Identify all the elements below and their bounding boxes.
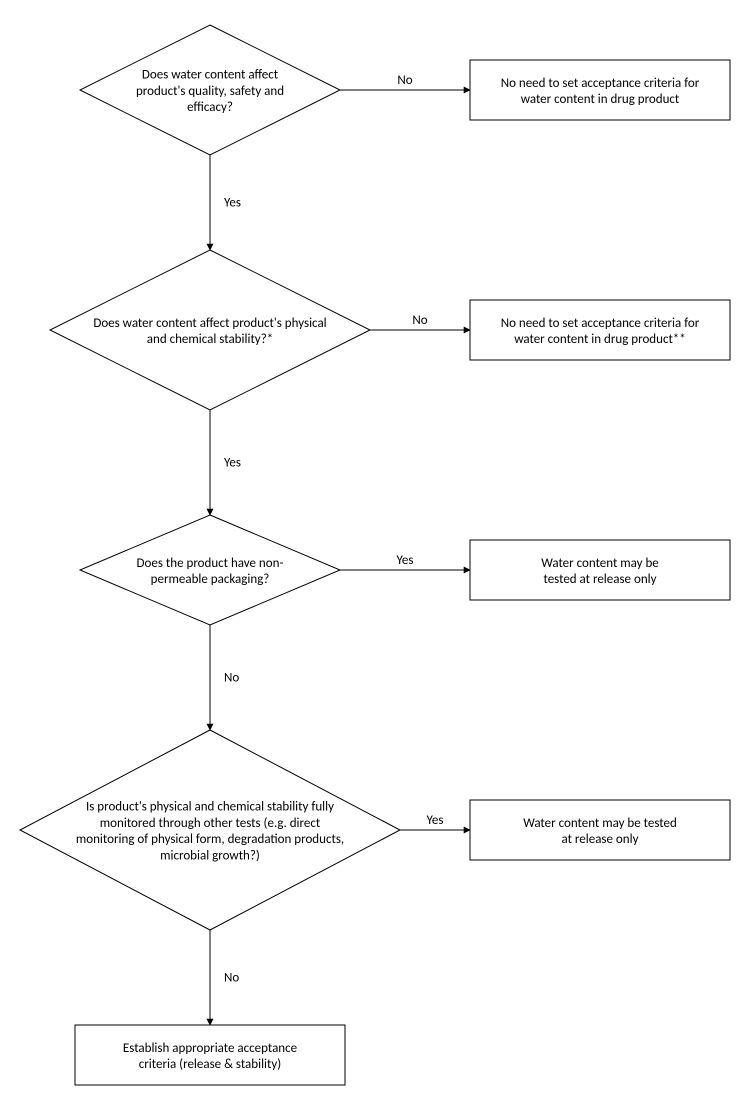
process-r4: Water content may be testedat release on… bbox=[470, 800, 730, 860]
node-text: Does water content affect product's phys… bbox=[93, 316, 326, 331]
node-text: tested at release only bbox=[543, 572, 656, 587]
node-text: Does water content affect bbox=[142, 68, 279, 83]
node-text: Is product's physical and chemical stabi… bbox=[86, 800, 334, 815]
edge-label: No bbox=[397, 73, 412, 88]
node-text: Establish appropriate acceptance bbox=[123, 1041, 297, 1056]
edge-label: Yes bbox=[224, 456, 241, 471]
edge-label: Yes bbox=[224, 196, 241, 211]
decision-d3: Does the product have non-permeable pack… bbox=[80, 515, 340, 625]
node-text: Water content may be tested bbox=[523, 816, 677, 831]
node-text: water content in drug product** bbox=[514, 332, 686, 347]
node-text: efficacy? bbox=[187, 100, 233, 115]
node-text: Does the product have non- bbox=[137, 556, 284, 571]
node-text: permeable packaging? bbox=[151, 572, 270, 587]
node-text: product's quality, safety and bbox=[136, 84, 284, 99]
decision-d1: Does water content affectproduct's quali… bbox=[80, 25, 340, 155]
node-text: water content in drug product bbox=[521, 92, 680, 107]
process-r3: Water content may betested at release on… bbox=[470, 540, 730, 600]
node-text: Water content may be bbox=[541, 556, 659, 571]
decision-d4: Is product's physical and chemical stabi… bbox=[20, 730, 400, 930]
edge-label: No bbox=[224, 971, 239, 986]
edge-label: No bbox=[412, 313, 427, 328]
flowchart-canvas: Does water content affectproduct's quali… bbox=[0, 0, 750, 1111]
process-r5: Establish appropriate acceptancecriteria… bbox=[75, 1025, 345, 1085]
decision-d2: Does water content affect product's phys… bbox=[50, 250, 370, 410]
node-text: microbial growth?) bbox=[160, 848, 260, 863]
edge-label: Yes bbox=[427, 813, 444, 828]
edge-label: Yes bbox=[397, 553, 414, 568]
node-text: monitored through other tests (e.g. dire… bbox=[100, 816, 321, 831]
node-text: criteria (release & stability) bbox=[139, 1057, 281, 1072]
node-text: at release only bbox=[562, 832, 639, 847]
edge-label: No bbox=[224, 671, 239, 686]
node-text: and chemical stability?* bbox=[147, 332, 273, 347]
node-text: monitoring of physical form, degradation… bbox=[76, 832, 344, 847]
process-r1: No need to set acceptance criteria forwa… bbox=[470, 60, 730, 120]
process-r2: No need to set acceptance criteria forwa… bbox=[470, 300, 730, 360]
node-text: No need to set acceptance criteria for bbox=[501, 316, 700, 331]
node-text: No need to set acceptance criteria for bbox=[501, 76, 700, 91]
